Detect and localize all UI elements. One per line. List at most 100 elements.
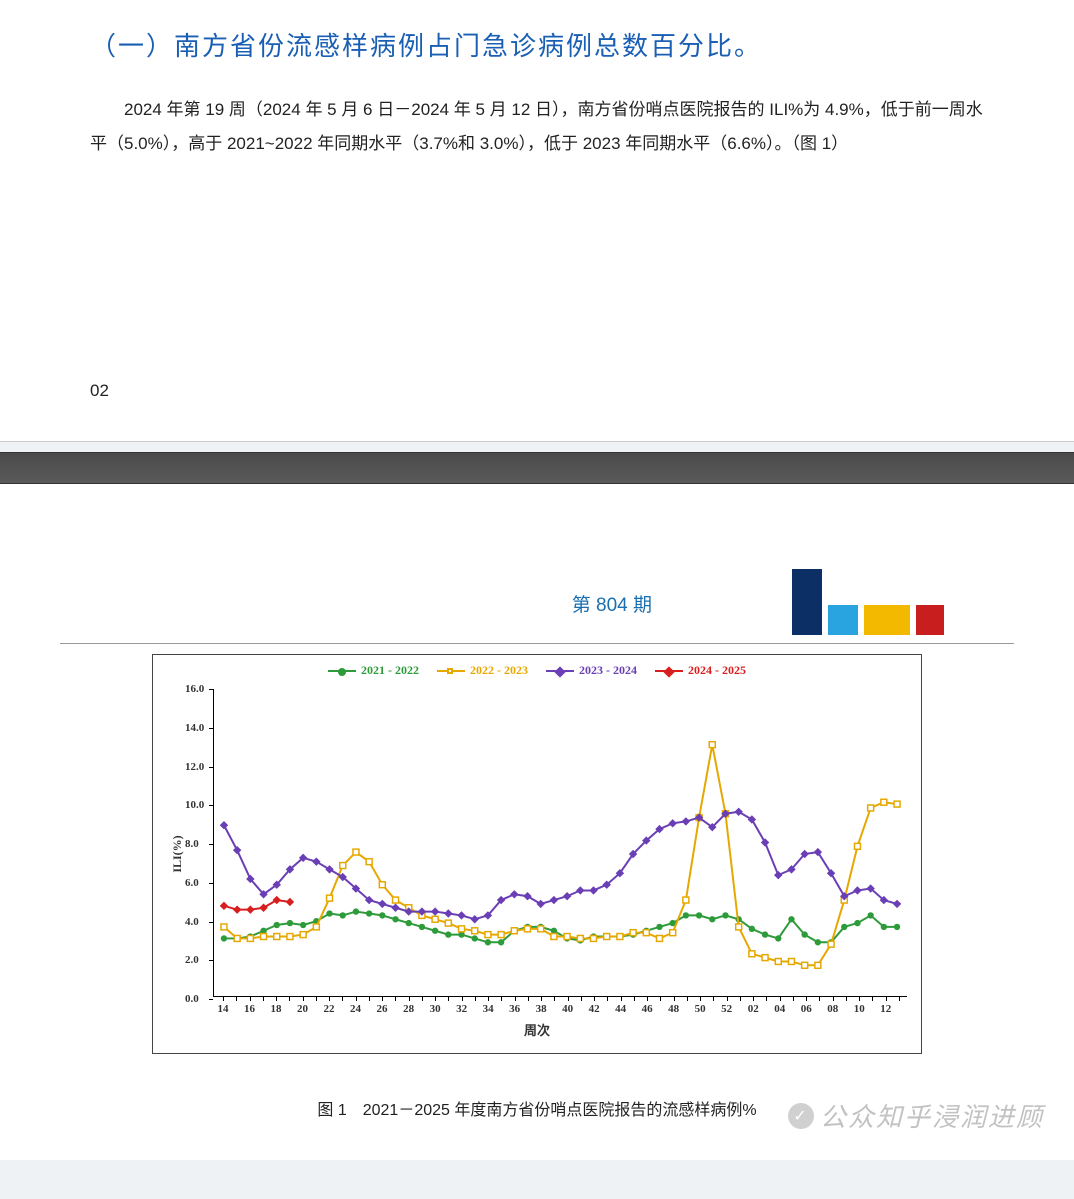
series-marker [510,890,518,898]
x-tick-mark [859,997,860,1001]
legend-item: 2021 - 2022 [328,663,419,678]
series-marker [853,886,861,894]
x-tick-mark [356,997,357,1001]
x-tick-mark [316,997,317,1001]
x-tick-mark [621,997,622,1001]
y-tick: 6.0 [185,877,199,889]
series-marker [668,819,676,827]
x-tick-mark [554,997,555,1001]
x-tick: 40 [562,1003,573,1015]
color-block [864,605,910,635]
series-marker [762,955,768,961]
chart-box: 2021 - 2022 2022 - 2023 2023 - 2024 2024 - … [152,654,922,1054]
series-marker [709,916,715,922]
x-tick-mark [806,997,807,1001]
series-marker [617,934,623,940]
x-tick-mark [594,997,595,1001]
series-marker [353,908,359,914]
page-divider [0,452,1074,484]
series-marker [459,926,465,932]
y-tick: 2.0 [185,954,199,966]
series-marker [445,931,451,937]
series-marker [775,935,781,941]
x-tick-mark [475,997,476,1001]
series-marker [379,882,385,888]
series-marker [802,962,808,968]
x-tick: 22 [324,1003,335,1015]
series-marker [801,931,807,937]
series-marker [259,904,267,912]
x-tick-mark [846,997,847,1001]
series-marker [313,924,319,930]
series-marker [485,939,491,945]
series-marker [788,958,794,964]
y-tick-mark [209,999,213,1000]
x-tick-mark [766,997,767,1001]
y-tick: 4.0 [185,916,199,928]
y-axis-label: ILI(%) [170,835,185,872]
x-tick-mark [382,997,383,1001]
chart-wrap: 2021 - 2022 2022 - 2023 2023 - 2024 2024 - … [152,654,922,1120]
x-tick-mark [833,997,834,1001]
series-marker [854,920,860,926]
y-tick-mark [209,767,213,768]
x-tick: 04 [774,1003,785,1015]
x-tick: 02 [748,1003,759,1015]
series-marker [828,941,834,947]
x-tick-mark [753,997,754,1001]
series-marker [683,897,689,903]
x-tick-mark [700,997,701,1001]
series-marker [286,898,294,906]
color-blocks [792,569,944,635]
series-marker [274,922,280,928]
series-marker [274,934,280,940]
x-tick-mark [660,997,661,1001]
series-marker [523,892,531,900]
series-marker [881,924,887,930]
x-tick: 20 [297,1003,308,1015]
y-tick-mark [209,922,213,923]
series-marker [841,924,847,930]
series-marker [246,905,254,913]
legend-item: 2022 - 2023 [437,663,528,678]
series-marker [432,928,438,934]
x-tick-mark [515,997,516,1001]
series-marker [221,924,227,930]
series-marker [788,916,794,922]
series-marker [325,865,333,873]
series-marker [774,871,782,879]
y-tick: 14.0 [185,722,204,734]
y-tick-mark [209,960,213,961]
x-tick-mark [369,997,370,1001]
x-tick-mark [329,997,330,1001]
series-marker [247,935,253,941]
x-tick: 30 [430,1003,441,1015]
x-tick: 06 [801,1003,812,1015]
series-marker [749,951,755,957]
y-tick: 12.0 [185,761,204,773]
x-axis-label: 周次 [524,1020,550,1039]
series-marker [326,910,332,916]
legend-item: 2023 - 2024 [546,663,637,678]
y-tick-mark [209,689,213,690]
series-marker [312,857,320,865]
series-marker [815,962,821,968]
x-tick: 08 [827,1003,838,1015]
series-marker [300,932,306,938]
color-block [916,605,944,635]
chart-legend: 2021 - 2022 2022 - 2023 2023 - 2024 2024 - … [153,655,921,680]
series-marker [472,928,478,934]
x-tick-mark [488,997,489,1001]
series-marker [538,926,544,932]
x-tick-mark [409,997,410,1001]
x-tick-mark [422,997,423,1001]
series-marker [511,928,517,934]
series-marker [327,895,333,901]
series-marker [233,905,241,913]
legend-item: 2024 - 2025 [655,663,746,678]
series-marker [604,934,610,940]
x-tick: 50 [695,1003,706,1015]
series-marker [379,912,385,918]
series-line [224,900,290,910]
y-tick-mark [209,883,213,884]
